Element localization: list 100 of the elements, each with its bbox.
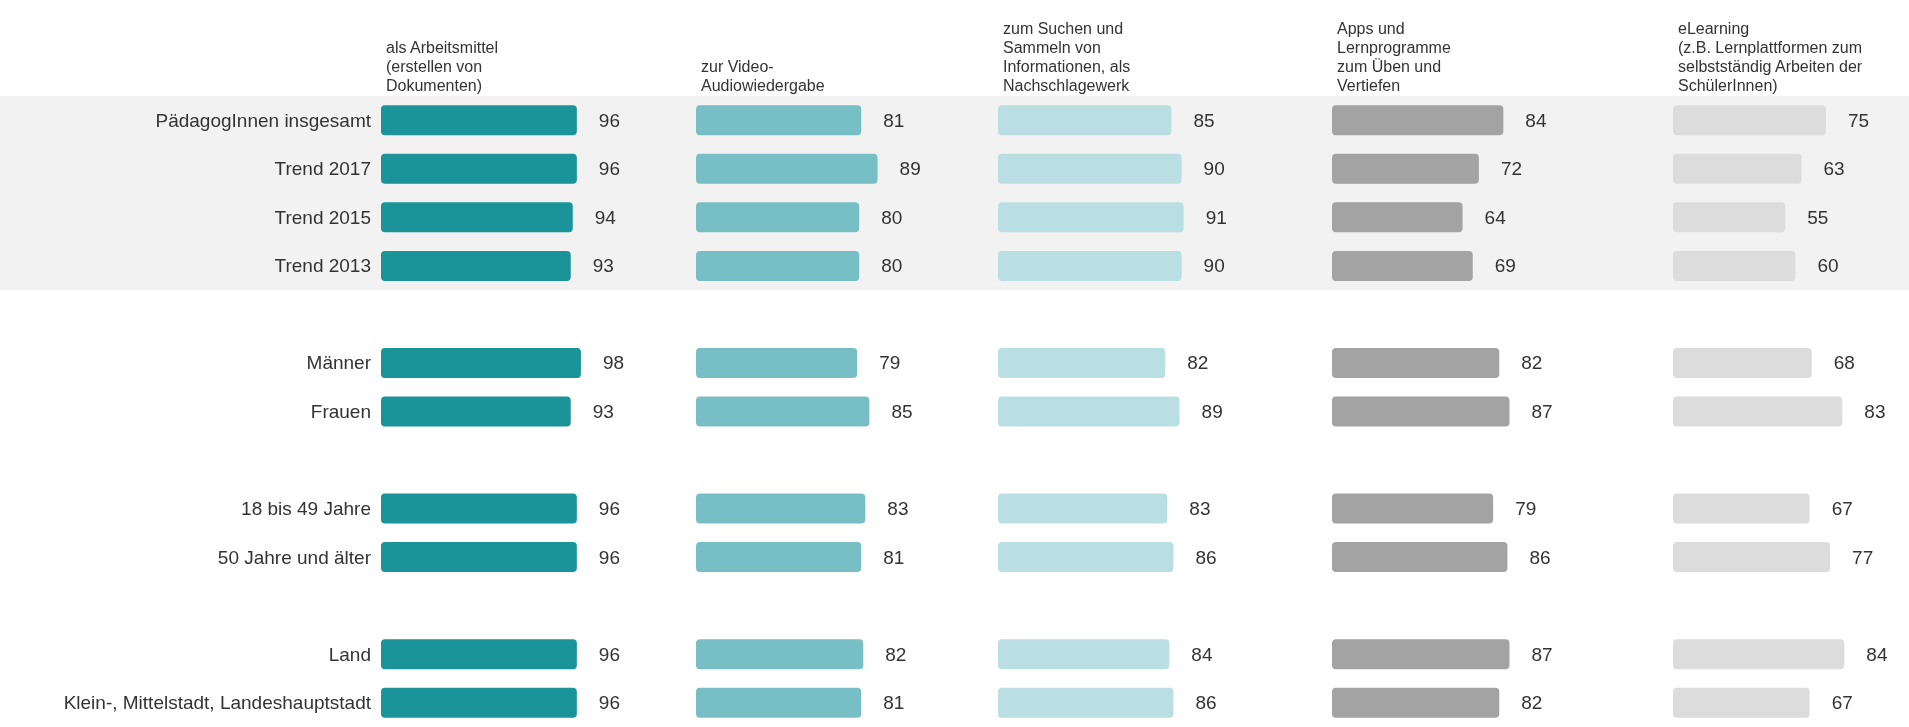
y-tick-label: Frauen (310, 401, 371, 422)
bar (381, 250, 571, 281)
data-label: 83 (887, 498, 909, 520)
data-label: 86 (1195, 692, 1217, 714)
data-label: 83 (1864, 401, 1886, 422)
data-label: 64 (1484, 206, 1507, 228)
data-label: 96 (598, 109, 620, 131)
bar (696, 347, 858, 378)
bar (1332, 250, 1473, 281)
data-label: 89 (1201, 401, 1223, 422)
bar (381, 542, 577, 573)
data-label: 79 (1515, 498, 1537, 520)
bar (998, 250, 1182, 281)
y-tick-label: Land (328, 643, 371, 665)
data-label: 86 (1195, 546, 1217, 568)
bar (696, 153, 878, 184)
chart-title: eLearning (z.B. Lernplattformen zum selbstständig Arbeiten der SchülerInnen) (1678, 20, 1863, 94)
data-label: 87 (1531, 643, 1553, 665)
chart-title: als Arbeitsmittel (erstellen von Dokumenten) (386, 39, 499, 94)
data-label: 81 (883, 546, 905, 568)
bar (381, 347, 581, 378)
data-label: 80 (881, 206, 903, 228)
bar (381, 493, 577, 524)
data-label: 83 (1189, 498, 1211, 520)
bar (1332, 542, 1508, 573)
bar (696, 202, 860, 233)
data-label: 84 (1191, 643, 1213, 665)
bar (998, 105, 1172, 136)
bar (381, 105, 577, 136)
data-label: 68 (1833, 352, 1855, 374)
data-label: 82 (1521, 352, 1543, 374)
data-label: 85 (891, 401, 913, 422)
bar (381, 639, 577, 670)
data-label: 96 (598, 498, 620, 520)
data-label: 81 (883, 692, 905, 714)
bar (1332, 687, 1500, 718)
data-label: 80 (881, 255, 903, 277)
chart-title: Apps und Lernprogramme zum Üben und Vertiefen (1337, 20, 1451, 94)
data-label: 96 (598, 643, 620, 665)
bar (998, 542, 1174, 573)
bar (696, 493, 866, 524)
bar (696, 105, 862, 136)
chart-title: zur Video- Audiowiedergabe (701, 58, 825, 94)
y-tick-label: Klein-, Mittelstadt, Landeshauptstadt (63, 692, 372, 714)
data-label: 60 (1817, 255, 1839, 277)
data-label: 84 (1866, 643, 1888, 665)
bar (381, 396, 571, 427)
data-label: 87 (1531, 401, 1553, 422)
bar (1673, 493, 1810, 524)
data-label: 91 (1205, 206, 1227, 228)
bar (998, 396, 1180, 427)
data-label: 98 (602, 352, 625, 374)
y-tick-label: PädagogInnen insgesamt (155, 109, 372, 131)
y-tick-label: 18 bis 49 Jahre (241, 498, 371, 520)
bar (1332, 105, 1504, 136)
data-label: 96 (598, 158, 620, 180)
bar (381, 202, 573, 233)
bar (1332, 639, 1510, 670)
data-label: 82 (885, 643, 907, 665)
bar (381, 687, 577, 718)
data-label: 96 (598, 546, 620, 568)
data-label: 84 (1525, 109, 1547, 131)
data-label: 77 (1852, 546, 1874, 568)
bar (696, 396, 870, 427)
chart-title: zum Suchen und Sammeln von Informationen, als Nachschlagewerk (1003, 20, 1131, 94)
data-label: 69 (1494, 255, 1516, 277)
bar (696, 639, 864, 670)
bar (998, 687, 1174, 718)
bar (998, 202, 1184, 233)
y-tick-label: Männer (306, 352, 372, 374)
bar (1673, 687, 1810, 718)
bar (998, 347, 1166, 378)
bar (998, 153, 1182, 184)
bar (696, 542, 862, 573)
bar (998, 639, 1170, 670)
y-tick-label: Trend 2013 (274, 255, 371, 277)
y-tick-label: Trend 2015 (274, 206, 371, 228)
data-label: 82 (1521, 692, 1543, 714)
y-tick-label: Trend 2017 (274, 158, 371, 180)
data-label: 67 (1831, 498, 1853, 520)
bar (1332, 396, 1510, 427)
bar (1332, 493, 1494, 524)
data-label: 81 (883, 109, 905, 131)
bar (381, 153, 577, 184)
bar (1332, 347, 1500, 378)
bar (1673, 639, 1845, 670)
data-label: 82 (1187, 352, 1209, 374)
y-tick-label: 50 Jahre und älter (217, 546, 372, 568)
bar (1673, 347, 1812, 378)
data-label: 85 (1193, 109, 1215, 131)
bar (1332, 153, 1479, 184)
bar (998, 493, 1168, 524)
data-label: 67 (1831, 692, 1853, 714)
data-label: 72 (1500, 158, 1523, 180)
bar (1673, 542, 1831, 573)
data-label: 96 (598, 692, 620, 714)
data-label: 90 (1203, 255, 1225, 277)
data-label: 93 (592, 401, 614, 422)
bar (1673, 396, 1843, 427)
data-label: 79 (879, 352, 901, 374)
